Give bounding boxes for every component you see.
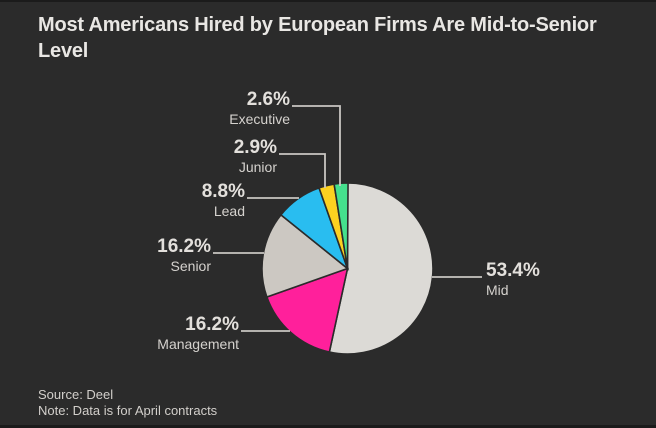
pie-label-junior: 2.9% Junior xyxy=(234,137,277,176)
chart-title-line2: Level xyxy=(38,40,89,62)
pie-label-junior-name: Junior xyxy=(238,159,277,175)
pie-label-mid-name: Mid xyxy=(486,282,509,298)
pie-slices-group xyxy=(261,182,434,355)
pie-label-lead: 8.8% Lead xyxy=(202,181,245,220)
chart-footer: Source: Deel Note: Data is for April con… xyxy=(38,387,217,419)
chart-title: Most Americans Hired by European Firms A… xyxy=(38,12,597,64)
pie-label-lead-pct: 8.8% xyxy=(201,181,245,202)
pie-label-mid: 53.4% Mid xyxy=(486,260,540,299)
pie-label-management: 16.2% Management xyxy=(157,314,239,353)
pie-label-junior-pct: 2.9% xyxy=(233,137,277,158)
leader-line-junior xyxy=(279,153,326,188)
pie-label-executive-name: Executive xyxy=(229,111,290,127)
pie-slice-management xyxy=(265,267,349,354)
pie-label-management-pct: 16.2% xyxy=(185,314,239,335)
leader-line-executive xyxy=(292,105,341,186)
pie-label-lead-name: Lead xyxy=(213,203,245,219)
leader-lines-group xyxy=(213,105,482,332)
note-line: Note: Data is for April contracts xyxy=(38,403,218,418)
pie-label-management-name: Management xyxy=(157,336,239,352)
pie-slice-senior xyxy=(261,213,350,298)
pie-label-executive: 2.6% Executive xyxy=(229,89,290,128)
source-line: Source: Deel xyxy=(38,387,114,402)
pie-label-executive-pct: 2.6% xyxy=(246,89,290,110)
pie-label-mid-pct: 53.4% xyxy=(486,260,540,281)
chart-title-line1: Most Americans Hired by European Firms A… xyxy=(38,14,597,36)
panel-top-edge xyxy=(0,0,656,2)
pie-slice-executive xyxy=(333,182,349,269)
panel-bottom-edge xyxy=(0,425,656,428)
pie-label-senior-pct: 16.2% xyxy=(157,236,211,257)
pie-label-senior-name: Senior xyxy=(170,258,211,274)
pie-label-senior: 16.2% Senior xyxy=(157,236,211,275)
